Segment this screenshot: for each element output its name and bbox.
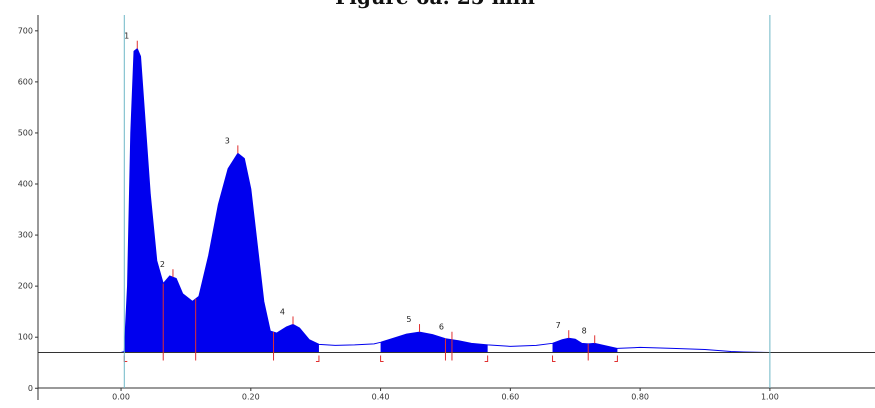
x-tick-label: 0.20 bbox=[242, 393, 260, 402]
peak-label: 8 bbox=[582, 326, 587, 335]
y-tick-label: 200 bbox=[18, 282, 33, 291]
window-bracket bbox=[552, 355, 556, 363]
y-tick-label: 600 bbox=[18, 77, 33, 86]
y-tick-label: 300 bbox=[18, 231, 33, 240]
peak-label: 2 bbox=[160, 260, 165, 269]
x-tick-label: 0.80 bbox=[631, 393, 649, 402]
peak-label: 6 bbox=[439, 323, 444, 332]
window-bracket bbox=[315, 355, 320, 363]
x-tick-label: 0.60 bbox=[501, 393, 519, 402]
y-tick-label: 500 bbox=[18, 128, 33, 137]
peak-label: 3 bbox=[225, 136, 230, 145]
y-tick-label: 400 bbox=[18, 180, 33, 189]
chart-title: Figure 6a: 25 min bbox=[335, 0, 535, 9]
window-bracket bbox=[380, 355, 384, 363]
x-tick-label: 0.00 bbox=[112, 393, 130, 402]
x-tick-label: 0.40 bbox=[372, 393, 390, 402]
trace bbox=[82, 47, 874, 354]
y-tick-label: 700 bbox=[18, 26, 33, 35]
peak-fill bbox=[552, 338, 618, 353]
window-bracket bbox=[614, 355, 618, 363]
peak-label: 1 bbox=[124, 32, 129, 41]
y-tick-label: 100 bbox=[18, 333, 33, 342]
peak-label: 4 bbox=[280, 307, 285, 316]
peak-label: 5 bbox=[406, 315, 411, 324]
peak-fill bbox=[124, 48, 319, 353]
peak-label: 7 bbox=[556, 321, 561, 330]
y-tick-label: 0 bbox=[28, 384, 33, 393]
x-tick-label: 1.00 bbox=[761, 393, 779, 402]
window-bracket bbox=[484, 355, 489, 363]
peak-fill bbox=[380, 332, 488, 353]
